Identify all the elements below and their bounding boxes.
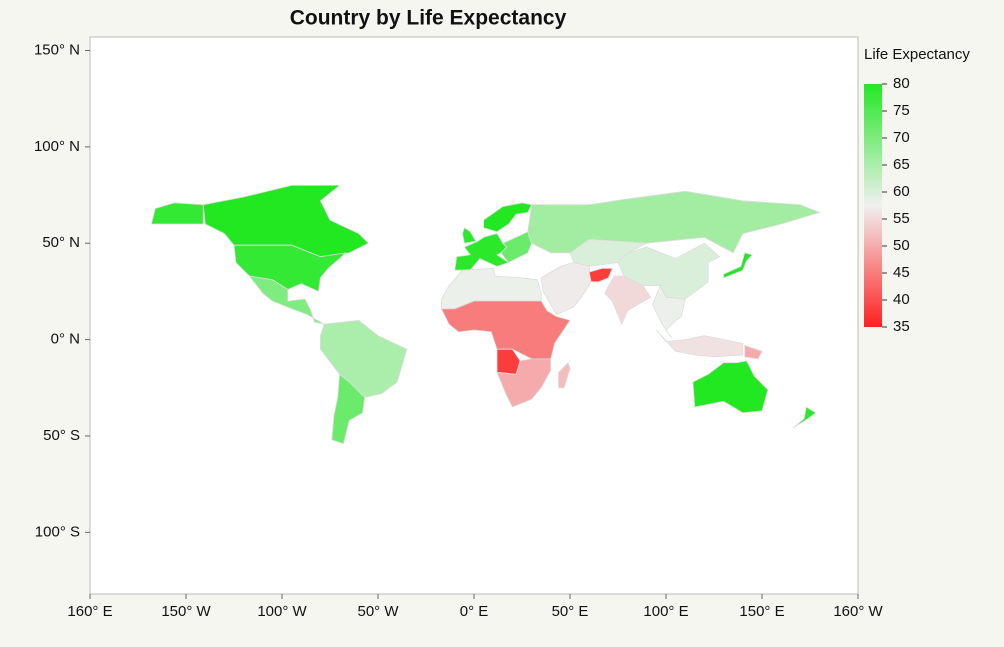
y-tick-label: 50° N xyxy=(42,234,80,251)
x-tick-label: 100° W xyxy=(257,603,307,620)
country-region xyxy=(558,361,571,389)
legend-tick-label: 45 xyxy=(893,264,910,281)
x-tick-label: 150° W xyxy=(161,603,211,620)
country-region xyxy=(527,190,821,254)
country-region xyxy=(744,344,763,360)
country-region xyxy=(617,242,721,300)
x-tick-label: 0° E xyxy=(460,603,489,620)
y-tick-label: 0° N xyxy=(51,331,80,348)
country-region xyxy=(723,252,754,279)
chart-title: Country by Life Expectancy xyxy=(290,7,567,30)
legend-tick-label: 50 xyxy=(893,237,910,254)
x-tick-label: 50° W xyxy=(357,603,399,620)
country-region xyxy=(440,300,571,360)
country-region xyxy=(540,262,592,316)
legend-tick-label: 55 xyxy=(893,210,910,227)
country-region xyxy=(483,202,533,233)
legend-tick-label: 80 xyxy=(893,75,910,92)
y-tick-label: 100° N xyxy=(34,138,80,155)
legend-colorbar xyxy=(864,84,882,327)
x-tick-label: 50° E xyxy=(552,603,589,620)
country-region xyxy=(150,202,204,225)
country-region xyxy=(792,406,817,429)
y-tick-label: 150° N xyxy=(34,41,80,58)
country-region xyxy=(652,284,686,338)
country-region xyxy=(320,319,408,398)
legend-title: Life Expectancy xyxy=(864,46,970,63)
legend-tick-label: 70 xyxy=(893,129,910,146)
legend-tick-label: 75 xyxy=(893,102,910,119)
country-region xyxy=(500,231,533,264)
country-region xyxy=(248,275,325,325)
x-tick-label: 100° E xyxy=(643,603,688,620)
legend-tick-label: 60 xyxy=(893,183,910,200)
country-region xyxy=(588,267,613,283)
x-tick-label: 150° E xyxy=(739,603,784,620)
country-region xyxy=(656,329,744,358)
country-region xyxy=(462,227,477,244)
x-tick-label: 160° E xyxy=(67,603,112,620)
y-tick-label: 100° S xyxy=(35,523,80,540)
y-tick-label: 50° S xyxy=(43,427,80,444)
country-region xyxy=(692,360,769,414)
country-region xyxy=(331,373,366,445)
legend-tick-label: 35 xyxy=(893,318,910,335)
country-region xyxy=(496,358,552,408)
x-tick-label: 160° W xyxy=(833,603,883,620)
legend-tick-label: 65 xyxy=(893,156,910,173)
country-region xyxy=(604,275,652,326)
legend-tick-label: 40 xyxy=(893,291,910,308)
